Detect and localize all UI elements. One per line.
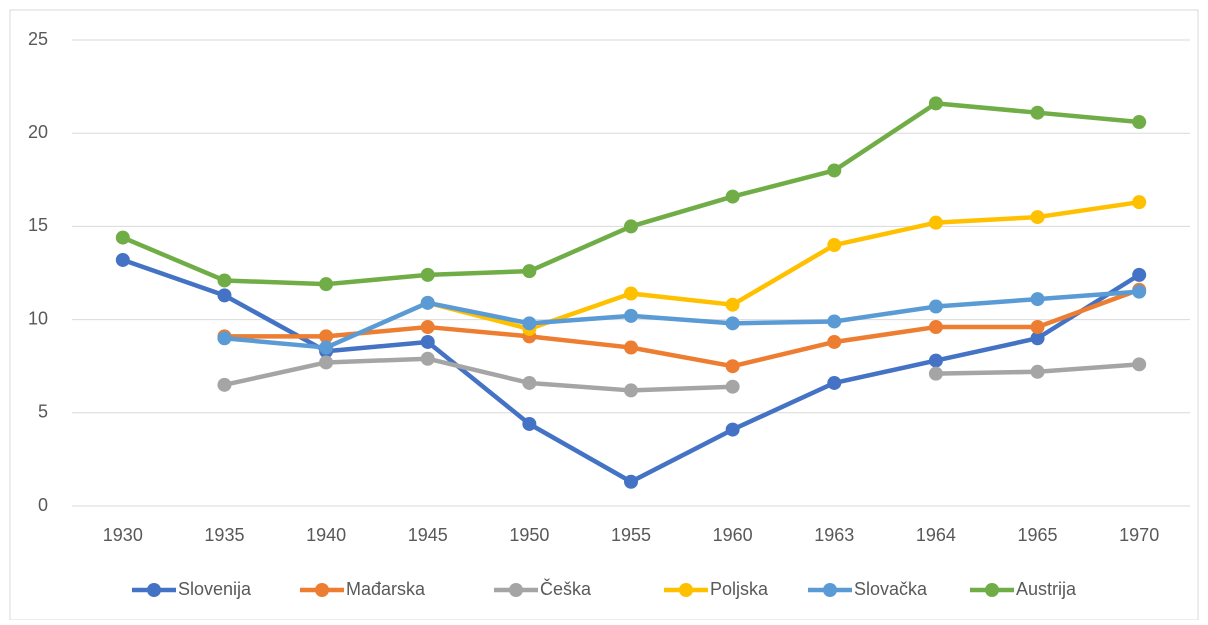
data-point (1030, 105, 1045, 120)
data-point (1030, 364, 1045, 379)
data-point (1132, 195, 1147, 210)
data-point (420, 320, 435, 335)
data-point (624, 383, 638, 398)
data-point (928, 366, 943, 381)
legend-marker (509, 583, 523, 597)
data-point (522, 416, 537, 431)
data-point (928, 96, 943, 111)
data-point (115, 252, 130, 267)
legend-marker (985, 583, 999, 597)
data-point (725, 422, 740, 437)
y-tick-label: 20 (28, 122, 48, 142)
legend-label: Češka (540, 578, 592, 599)
data-point (928, 353, 943, 368)
legend-marker (315, 583, 329, 597)
data-point (1030, 210, 1045, 225)
data-point (827, 238, 842, 253)
data-point (420, 334, 435, 349)
data-point (1132, 284, 1147, 299)
data-point (928, 320, 943, 335)
x-tick-label: 1965 (1018, 525, 1058, 545)
data-point (1030, 320, 1045, 335)
data-point (115, 230, 130, 245)
legend-label: Mađarska (346, 579, 426, 599)
y-tick-label: 25 (28, 29, 48, 49)
data-point (624, 286, 638, 301)
legend-label: Austrija (1016, 579, 1077, 599)
legend-label: Slovačka (854, 579, 928, 599)
x-tick-label: 1940 (306, 525, 346, 545)
series-line (224, 289, 1140, 350)
data-point (624, 474, 638, 489)
data-point (1132, 267, 1147, 282)
data-point (928, 215, 943, 230)
data-point (827, 163, 842, 178)
data-point (319, 340, 334, 355)
data-point (420, 351, 435, 366)
data-point (217, 377, 232, 392)
data-point (725, 189, 740, 204)
data-point (522, 316, 537, 331)
x-tick-label: 1960 (713, 525, 753, 545)
data-point (827, 334, 842, 349)
x-tick-label: 1935 (204, 525, 244, 545)
legend-marker (147, 583, 161, 597)
chart-border (9, 9, 1199, 621)
data-point (319, 277, 334, 292)
data-point (319, 329, 334, 344)
data-point (725, 316, 740, 331)
y-tick-label: 15 (28, 215, 48, 235)
data-point (624, 219, 638, 234)
y-tick-label: 0 (38, 495, 48, 515)
legend-label: Poljska (710, 579, 769, 599)
x-tick-label: 1955 (611, 525, 651, 545)
data-point (420, 267, 435, 282)
data-point (217, 331, 232, 346)
legend-marker (679, 583, 693, 597)
data-point (827, 375, 842, 390)
data-point (217, 273, 232, 288)
data-point (1132, 357, 1147, 372)
data-point (1030, 331, 1045, 346)
data-point (725, 379, 740, 394)
data-point (1030, 292, 1045, 307)
data-point (319, 355, 334, 370)
series-line (224, 287, 1140, 369)
x-tick-label: 1963 (814, 525, 854, 545)
x-tick-label: 1950 (509, 525, 549, 545)
data-point (1132, 115, 1147, 130)
data-point (522, 264, 537, 279)
data-point (624, 308, 638, 323)
data-point (928, 299, 943, 314)
data-point (522, 375, 537, 390)
x-tick-label: 1970 (1119, 525, 1159, 545)
data-point (420, 295, 435, 310)
x-tick-label: 1945 (408, 525, 448, 545)
data-point (624, 340, 638, 355)
data-point (725, 359, 740, 374)
y-tick-label: 10 (28, 308, 48, 328)
legend-label: Slovenija (178, 579, 252, 599)
data-point (725, 297, 740, 312)
legend-marker (823, 583, 837, 597)
y-tick-label: 5 (38, 402, 48, 422)
data-point (827, 314, 842, 329)
x-tick-label: 1930 (103, 525, 143, 545)
x-tick-label: 1964 (916, 525, 956, 545)
data-point (217, 288, 232, 303)
